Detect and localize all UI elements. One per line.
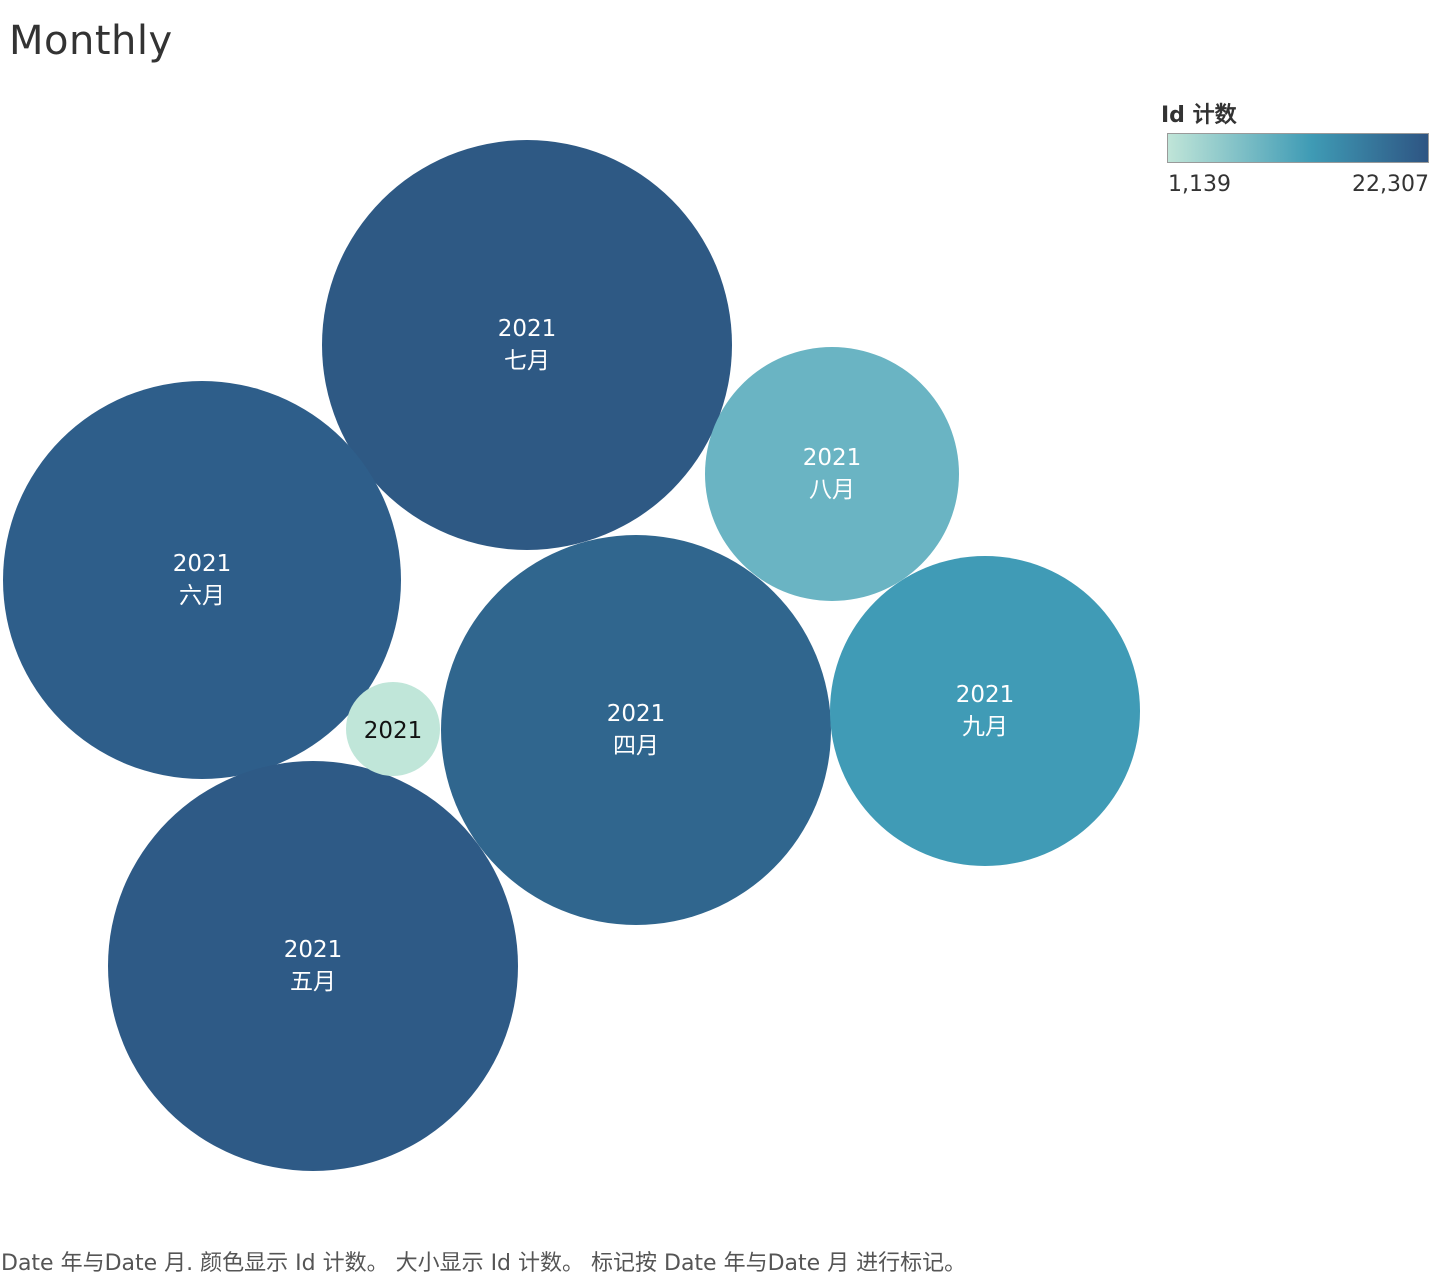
bubble-year-label: 2021: [173, 551, 232, 577]
bubble-month-label: 四月: [613, 733, 659, 759]
bubble-circle[interactable]: [830, 556, 1140, 866]
bubble-month-0[interactable]: 2021 七月: [322, 140, 732, 550]
bubble-year-label: 2021: [607, 701, 666, 727]
bubble-circle[interactable]: [441, 535, 831, 925]
bubble-month-1[interactable]: 2021 六月: [3, 381, 401, 779]
bubble-month-label: 五月: [290, 969, 336, 995]
bubble-circle[interactable]: [322, 140, 732, 550]
bubble-circle[interactable]: [705, 347, 959, 601]
bubble-month-label: 九月: [962, 714, 1008, 740]
bubble-month-2[interactable]: 2021 五月: [108, 761, 518, 1171]
bubble-month-label: 八月: [809, 477, 855, 503]
bubble-year-label: 2021: [284, 937, 343, 963]
bubble-month-3[interactable]: 2021 四月: [441, 535, 831, 925]
color-legend-gradient: [1167, 133, 1429, 163]
color-legend-min-label: 1,139: [1168, 172, 1231, 197]
bubble-year-label: 2021: [498, 316, 557, 342]
bubble-year-label: 2021: [803, 445, 862, 471]
bubble-year-label: 2021: [956, 682, 1015, 708]
color-legend-max-label: 22,307: [1352, 172, 1429, 197]
bubble-circle[interactable]: [108, 761, 518, 1171]
bubble-circle[interactable]: [3, 381, 401, 779]
color-legend-title: Id 计数: [1161, 103, 1237, 128]
bubble-month-label: 六月: [179, 583, 225, 609]
bubble-circle[interactable]: [346, 682, 440, 776]
chart-title: Monthly: [9, 18, 173, 64]
bubble-small-6[interactable]: 2021: [346, 682, 440, 776]
chart-caption: Date 年与Date 月. 颜色显示 Id 计数。 大小显示 Id 计数。 标…: [1, 1251, 967, 1276]
bubble-month-label: 七月: [504, 348, 550, 374]
bubble-month-4[interactable]: 2021 九月: [830, 556, 1140, 866]
bubble-year-label: 2021: [364, 718, 423, 744]
bubble-month-5[interactable]: 2021 八月: [705, 347, 959, 601]
